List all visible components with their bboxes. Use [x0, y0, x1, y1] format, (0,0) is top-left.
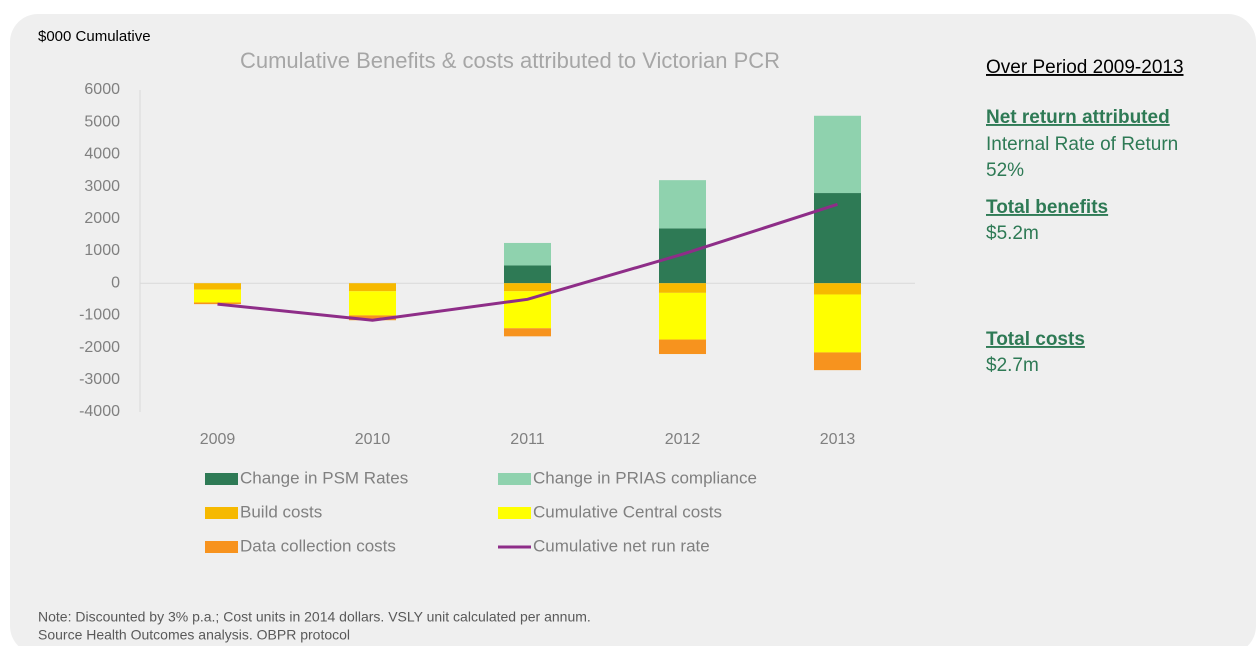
bar — [659, 228, 706, 284]
y-tick-label: -2000 — [79, 339, 120, 356]
benefits-label: Total benefits — [986, 197, 1108, 218]
costs-label: Total costs — [986, 329, 1085, 350]
legend-label: Change in PRIAS compliance — [533, 468, 757, 487]
y-tick-label: 3000 — [84, 178, 120, 195]
side-heading: Over Period 2009-2013 — [986, 57, 1184, 78]
bar — [349, 315, 396, 321]
bar — [504, 291, 551, 329]
y-tick-label: 4000 — [84, 146, 120, 163]
bar — [659, 180, 706, 229]
line — [217, 202, 838, 322]
bar — [504, 328, 551, 337]
legend-swatch — [498, 507, 531, 519]
bar — [504, 242, 551, 266]
chart-title: Cumulative Benefits & costs attributed t… — [240, 48, 780, 73]
bar — [349, 283, 396, 292]
legend-label: Cumulative Central costs — [533, 502, 722, 521]
y-tick-label: 5000 — [84, 113, 120, 130]
bar — [659, 339, 706, 355]
legend-label: Data collection costs — [240, 536, 396, 555]
bar — [504, 283, 551, 292]
bar — [814, 115, 861, 194]
irr-value: 52% — [986, 160, 1024, 181]
legend-swatch — [205, 507, 238, 519]
legend-label: Change in PSM Rates — [240, 468, 408, 487]
y-tick-label: -4000 — [79, 403, 120, 420]
legend-swatch — [498, 473, 531, 485]
legend-label: Cumulative net run rate — [533, 536, 710, 555]
x-tick-label: 2013 — [820, 431, 856, 448]
note: Source Health Outcomes analysis. OBPR pr… — [38, 627, 350, 643]
irr-label: Internal Rate of Return — [986, 134, 1178, 155]
y-tick-label: -1000 — [79, 307, 120, 324]
y-tick-label: 1000 — [84, 242, 120, 259]
y-tick-label: 2000 — [84, 210, 120, 227]
legend-swatch — [205, 541, 238, 553]
bar — [349, 291, 396, 316]
benefits-value: $5.2m — [986, 223, 1039, 244]
legend-label: Build costs — [240, 502, 322, 521]
x-tick-label: 2010 — [355, 431, 391, 448]
bar — [659, 292, 706, 340]
bar — [814, 283, 861, 295]
bar — [814, 352, 861, 371]
y-axis-label: $000 Cumulative — [38, 28, 151, 45]
y-tick-label: 0 — [111, 274, 120, 291]
note: Note: Discounted by 3% p.a.; Cost units … — [38, 609, 591, 625]
bar — [814, 193, 861, 284]
legend-swatch — [205, 473, 238, 485]
bar — [194, 283, 241, 290]
x-tick-label: 2011 — [510, 431, 545, 448]
bar — [814, 294, 861, 353]
x-tick-label: 2009 — [200, 431, 236, 448]
bar — [659, 283, 706, 293]
x-tick-label: 2012 — [665, 431, 701, 448]
costs-value: $2.7m — [986, 355, 1039, 376]
bar — [504, 265, 551, 284]
bar — [194, 302, 241, 305]
y-tick-label: 6000 — [84, 81, 120, 98]
net-return: Net return attributed — [986, 107, 1170, 128]
y-tick-label: -3000 — [79, 371, 120, 388]
bar — [194, 289, 241, 303]
card — [10, 14, 1256, 651]
